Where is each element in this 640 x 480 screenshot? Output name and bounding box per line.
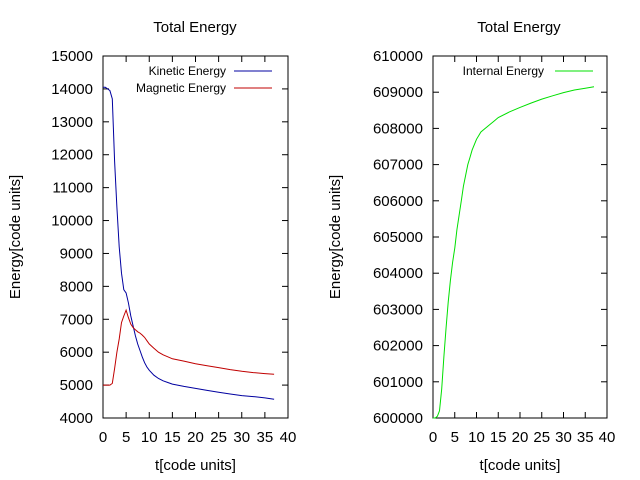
chart-title: Total Energy: [477, 19, 561, 36]
y-tick-label: 607000: [373, 157, 423, 174]
x-tick-label: 0: [99, 429, 107, 446]
y-axis-label: Energy[code units]: [7, 175, 24, 299]
x-tick-label: 15: [490, 429, 507, 446]
y-tick-label: 13000: [51, 114, 93, 131]
y-tick-label: 5000: [60, 377, 93, 394]
x-tick-label: 0: [429, 429, 437, 446]
legend-label: Kinetic Energy: [149, 64, 226, 78]
y-tick-label: 604000: [373, 265, 423, 282]
series-line-magnetic-energy: [103, 308, 275, 386]
y-tick-label: 610000: [373, 48, 423, 65]
x-tick-label: 5: [122, 429, 130, 446]
y-tick-label: 7000: [60, 311, 93, 328]
y-tick-label: 602000: [373, 338, 423, 355]
x-axis-label: t[code units]: [155, 457, 236, 474]
plot-frame: [432, 55, 608, 419]
y-axis-label: Energy[code units]: [327, 175, 344, 299]
x-tick-label: 35: [257, 429, 274, 446]
y-tick-label: 6000: [60, 344, 93, 361]
y-tick-label: 609000: [373, 84, 423, 101]
y-tick-label: 608000: [373, 120, 423, 137]
x-tick-label: 40: [280, 429, 297, 446]
chart-2: Total Energy 600000 601000 602000 603000 6040…: [327, 19, 615, 474]
y-tick-label: 603000: [373, 301, 423, 318]
chart-title: Total Energy: [153, 19, 237, 36]
y-tick-label: 11000: [52, 180, 93, 197]
legend-label: Magnetic Energy: [136, 81, 226, 95]
x-tick-label: 5: [451, 429, 459, 446]
series-line-internal-energy: [433, 86, 595, 419]
y-tick-label: 4000: [60, 410, 93, 427]
x-tick-label: 40: [599, 429, 616, 446]
legend-label: Internal Energy: [463, 64, 544, 78]
y-tick-label: 14000: [51, 81, 93, 98]
series-line-kinetic-energy: [103, 86, 275, 400]
x-tick-label: 10: [141, 429, 158, 446]
y-tick-label: 15000: [51, 48, 93, 65]
y-tick-label: 10000: [51, 213, 93, 230]
y-tick-label: 12000: [51, 147, 93, 164]
x-tick-label: 30: [233, 429, 250, 446]
y-tick-label: 600000: [373, 410, 423, 427]
y-tick-label: 601000: [373, 374, 423, 391]
x-tick-label: 20: [512, 429, 529, 446]
x-tick-label: 10: [468, 429, 485, 446]
x-axis-label: t[code units]: [480, 457, 561, 474]
y-tick-label: 8000: [60, 278, 93, 295]
x-tick-label: 20: [187, 429, 204, 446]
y-tick-label: 605000: [373, 229, 423, 246]
x-tick-label: 15: [164, 429, 181, 446]
x-tick-label: 25: [210, 429, 227, 446]
chart-1: Total Energy 4000 5000 6000 7000 8000 9000 1000…: [7, 19, 296, 474]
y-tick-label: 9000: [60, 245, 93, 262]
x-tick-label: 30: [555, 429, 572, 446]
x-tick-label: 25: [533, 429, 550, 446]
y-tick-label: 606000: [373, 193, 423, 210]
x-tick-label: 35: [577, 429, 594, 446]
